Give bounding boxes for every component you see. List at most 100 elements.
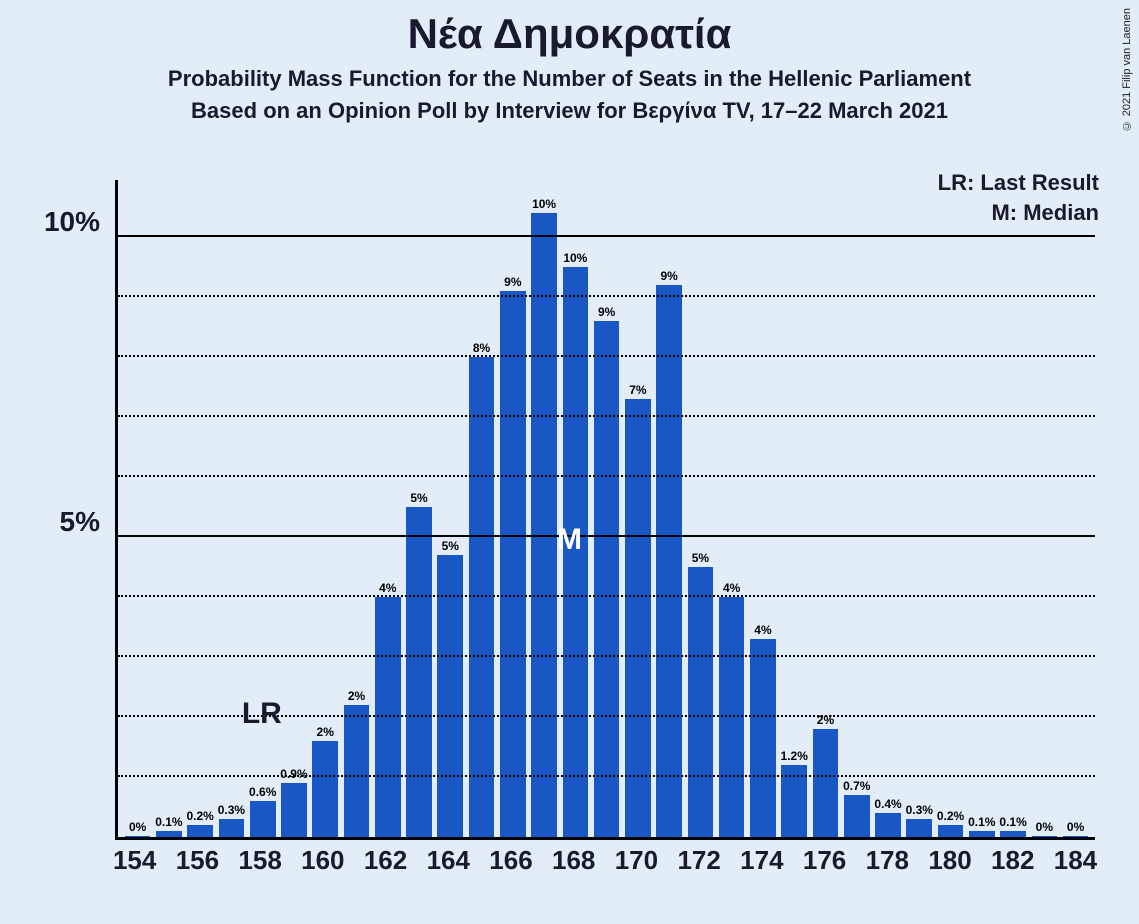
gridline-minor [118, 775, 1095, 777]
bar [844, 795, 870, 837]
gridline-minor [118, 355, 1095, 357]
bar-slot: 2% [310, 180, 341, 837]
bar [656, 285, 682, 837]
bar [469, 357, 495, 837]
bar-value-label: 1.2% [781, 749, 808, 763]
bar-value-label: 0.3% [218, 803, 245, 817]
bar-slot: 0.7% [841, 180, 872, 837]
bar-slot: 9% [497, 180, 528, 837]
gridline-minor [118, 655, 1095, 657]
bar-value-label: 0.9% [280, 767, 307, 781]
bar-value-label: 5% [410, 491, 427, 505]
bar [563, 267, 589, 837]
bar-value-label: 0.3% [906, 803, 933, 817]
bar-slot: 9% [591, 180, 622, 837]
bar-slot: 4% [372, 180, 403, 837]
x-tick-label: 166 [489, 845, 532, 876]
bar-value-label: 0.6% [249, 785, 276, 799]
bar [875, 813, 901, 837]
bar-value-label: 2% [317, 725, 334, 739]
bar [312, 741, 338, 837]
x-tick-label: 180 [928, 845, 971, 876]
bar-slot: 0.4% [872, 180, 903, 837]
bar-slot: 4% [747, 180, 778, 837]
x-tick-label: 160 [301, 845, 344, 876]
bar-slot: 0.1% [153, 180, 184, 837]
bar-value-label: 0.2% [186, 809, 213, 823]
bar [1000, 831, 1026, 837]
bar [156, 831, 182, 837]
x-tick-label: 154 [113, 845, 156, 876]
bar [938, 825, 964, 837]
gridline-major [118, 535, 1095, 537]
bar-slot: 4% [716, 180, 747, 837]
bar [406, 507, 432, 837]
bar [281, 783, 307, 837]
bar-value-label: 9% [504, 275, 521, 289]
x-tick-label: 178 [866, 845, 909, 876]
bar-slot: 0.2% [935, 180, 966, 837]
bar-value-label: 7% [629, 383, 646, 397]
chart: 5%10% 0%0.1%0.2%0.3%0.6%0.9%2%2%4%5%5%8%… [30, 180, 1110, 880]
y-tick-label: 10% [44, 206, 100, 238]
x-tick-label: 174 [740, 845, 783, 876]
x-tick-label: 158 [238, 845, 281, 876]
bar-slot: 10% [528, 180, 559, 837]
bar [531, 213, 557, 837]
gridline-minor [118, 295, 1095, 297]
bar-slot: 0.3% [904, 180, 935, 837]
chart-title: Νέα Δημοκρατία [0, 10, 1139, 58]
bar-slot: 0.1% [997, 180, 1028, 837]
bar [344, 705, 370, 837]
bar-slot: 0.9% [278, 180, 309, 837]
copyright-text: © 2021 Filip van Laenen [1121, 8, 1133, 131]
bar-value-label: 0.2% [937, 809, 964, 823]
bar-value-label: 0.1% [155, 815, 182, 829]
bar [719, 597, 745, 837]
bar-value-label: 0.1% [999, 815, 1026, 829]
bar [906, 819, 932, 837]
title-block: Νέα Δημοκρατία Probability Mass Function… [0, 0, 1139, 124]
bar-slot: 5% [685, 180, 716, 837]
bar-value-label: 8% [473, 341, 490, 355]
bar-slot: 0% [122, 180, 153, 837]
x-tick-label: 176 [803, 845, 846, 876]
chart-subtitle-2: Based on an Opinion Poll by Interview fo… [0, 98, 1139, 124]
gridline-minor [118, 715, 1095, 717]
bar [219, 819, 245, 837]
bar-slot: 10% [560, 180, 591, 837]
bar [500, 291, 526, 837]
bar-slot: 9% [654, 180, 685, 837]
bar-value-label: 2% [348, 689, 365, 703]
bar-value-label: 0.7% [843, 779, 870, 793]
bar [625, 399, 651, 837]
bar [437, 555, 463, 837]
bars-container: 0%0.1%0.2%0.3%0.6%0.9%2%2%4%5%5%8%9%10%1… [118, 180, 1095, 837]
bar-slot: 8% [466, 180, 497, 837]
x-tick-label: 184 [1054, 845, 1097, 876]
bar-value-label: 4% [379, 581, 396, 595]
x-tick-label: 168 [552, 845, 595, 876]
y-axis: 5%10% [30, 180, 110, 840]
bar-slot: 1.2% [779, 180, 810, 837]
gridline-major [118, 235, 1095, 237]
bar-value-label: 0.1% [968, 815, 995, 829]
bar-slot: 0% [1029, 180, 1060, 837]
bar [813, 729, 839, 837]
bar-slot: 0% [1060, 180, 1091, 837]
bar-value-label: 5% [692, 551, 709, 565]
x-tick-label: 162 [364, 845, 407, 876]
bar-value-label: 10% [532, 197, 556, 211]
gridline-minor [118, 595, 1095, 597]
bar-value-label: 0% [129, 820, 146, 834]
bar-slot: 0.2% [185, 180, 216, 837]
bar-value-label: 4% [754, 623, 771, 637]
bar-value-label: 0% [1036, 820, 1053, 834]
bar [594, 321, 620, 837]
bar [250, 801, 276, 837]
chart-subtitle-1: Probability Mass Function for the Number… [0, 66, 1139, 92]
plot-area: 0%0.1%0.2%0.3%0.6%0.9%2%2%4%5%5%8%9%10%1… [115, 180, 1095, 840]
bar-slot: 5% [435, 180, 466, 837]
bar [969, 831, 995, 837]
bar [1063, 836, 1089, 837]
